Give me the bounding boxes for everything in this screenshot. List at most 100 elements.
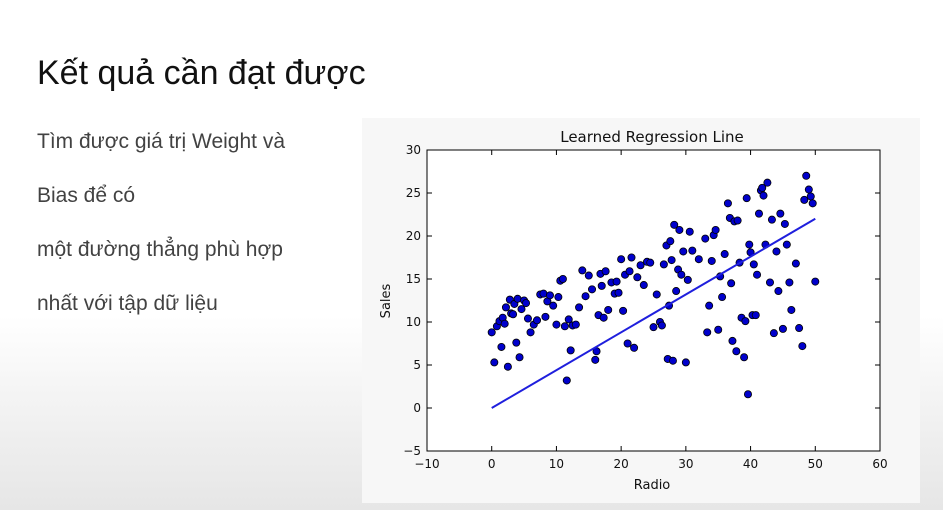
data-point	[497, 342, 506, 351]
data-point	[617, 255, 626, 264]
data-point	[758, 183, 767, 192]
data-point	[763, 178, 772, 187]
data-point	[711, 225, 720, 234]
x-tick-label: −10	[414, 457, 439, 471]
data-point	[778, 324, 787, 333]
data-point	[798, 342, 807, 351]
x-tick-label: 30	[678, 457, 693, 471]
data-point	[623, 339, 632, 348]
data-point	[639, 281, 648, 290]
slide-title: Kết quả cần đạt được	[37, 54, 366, 92]
data-point	[501, 303, 510, 312]
data-point	[675, 225, 684, 234]
data-point	[727, 279, 736, 288]
scatter-chart: Learned Regression Line Radio Sales −10 0…	[379, 128, 888, 493]
data-point	[774, 287, 783, 296]
y-tick-label: 15	[406, 272, 421, 286]
data-point	[802, 171, 811, 180]
data-point	[490, 358, 499, 367]
data-point	[749, 260, 758, 269]
x-tick-label: 50	[808, 457, 823, 471]
data-point	[723, 199, 732, 208]
data-point	[500, 319, 509, 328]
data-point	[667, 256, 676, 265]
data-point	[659, 260, 668, 269]
data-point	[742, 194, 751, 203]
data-point	[539, 289, 548, 298]
data-point	[512, 338, 521, 347]
data-point	[649, 323, 658, 332]
data-point	[509, 310, 518, 319]
bullet-item: Bias để có	[37, 184, 136, 207]
data-point	[566, 346, 575, 355]
data-point	[811, 277, 820, 286]
data-point	[767, 215, 776, 224]
data-point	[545, 291, 554, 300]
data-point	[591, 355, 600, 364]
data-point	[652, 290, 661, 299]
data-point	[753, 270, 762, 279]
y-tick-label: −5	[403, 444, 421, 458]
data-point	[515, 353, 524, 362]
data-point	[782, 240, 791, 249]
data-point	[677, 270, 686, 279]
data-point	[754, 209, 763, 218]
y-axis-label: Sales	[379, 283, 394, 318]
data-point	[625, 267, 634, 276]
data-point	[679, 247, 688, 256]
data-point	[707, 256, 716, 265]
data-point	[522, 299, 531, 308]
data-point	[785, 278, 794, 287]
data-point	[705, 301, 714, 310]
data-point	[541, 312, 550, 321]
data-point	[683, 275, 692, 284]
data-point	[791, 259, 800, 268]
data-point	[733, 216, 742, 225]
x-tick-label: 60	[872, 457, 887, 471]
data-point	[670, 220, 679, 229]
chart-container: Learned Regression Line Radio Sales −10 0…	[362, 118, 920, 503]
data-point	[681, 358, 690, 367]
data-point	[503, 362, 512, 371]
x-axis-label: Radio	[634, 478, 671, 493]
data-point	[564, 315, 573, 324]
data-point	[513, 294, 522, 303]
data-point	[688, 246, 697, 255]
data-point	[578, 266, 587, 275]
data-point	[601, 267, 610, 276]
data-point	[787, 305, 796, 314]
data-point	[612, 277, 621, 286]
data-point	[769, 329, 778, 338]
bullet-item: một đường thẳng phù hợp	[37, 238, 283, 261]
data-point	[741, 317, 750, 326]
data-point	[804, 185, 813, 194]
x-tick-label: 0	[488, 457, 496, 471]
data-point	[636, 261, 645, 270]
data-point	[668, 356, 677, 365]
data-point	[728, 336, 737, 345]
data-point	[672, 287, 681, 296]
data-point	[772, 247, 781, 256]
y-tick-label: 10	[406, 315, 421, 329]
data-point	[795, 324, 804, 333]
data-point	[630, 343, 639, 352]
data-point	[780, 219, 789, 228]
data-point	[533, 316, 542, 325]
data-point	[614, 288, 623, 297]
plot-area: −10 0 10 20 30 40 50 60 −5 0 5 10 15 20 25 30	[403, 143, 887, 471]
x-tick-label: 20	[614, 457, 629, 471]
data-point	[776, 209, 785, 218]
data-point	[765, 278, 774, 287]
data-point	[487, 328, 496, 337]
data-point	[581, 292, 590, 301]
bullet-list: Tìm được giá trị Weight và Bias để có mộ…	[37, 122, 285, 338]
data-point	[584, 271, 593, 280]
data-point	[633, 273, 642, 282]
data-point	[718, 293, 727, 302]
data-point	[806, 192, 815, 201]
data-point	[694, 255, 703, 264]
data-point	[562, 376, 571, 385]
data-point	[604, 305, 613, 314]
data-point	[523, 314, 532, 323]
data-point	[657, 321, 666, 330]
